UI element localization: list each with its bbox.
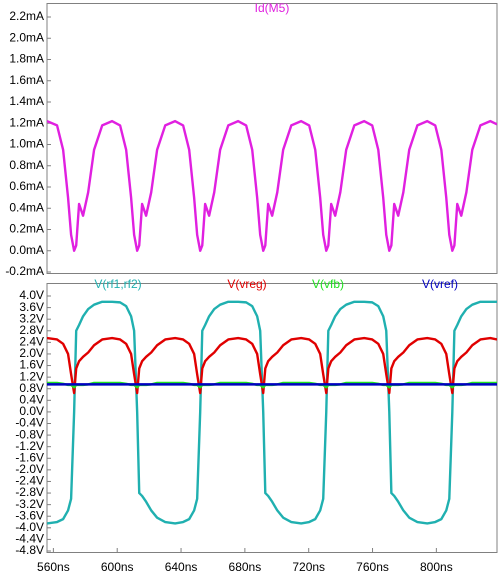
y-tick-label: -0.2mA bbox=[5, 264, 44, 278]
x-tick-label: 600ns bbox=[101, 560, 134, 574]
trace bbox=[47, 300, 497, 525]
y-tick-label: -4.0V bbox=[15, 520, 44, 534]
plot-traces bbox=[47, 119, 497, 252]
y-tick-label: -1.6V bbox=[15, 450, 44, 464]
y-tick-label: 2.0V bbox=[19, 346, 44, 360]
plot-traces bbox=[47, 300, 497, 525]
legend-entry: V(vreg) bbox=[227, 277, 266, 291]
legend-entry: Id(M5) bbox=[255, 1, 290, 15]
legend-entry: V(vref) bbox=[422, 277, 458, 291]
y-tick-label: 0.8V bbox=[19, 381, 44, 395]
y-tick-label: -3.6V bbox=[15, 508, 44, 522]
y-tick-label: 0.0V bbox=[19, 404, 44, 418]
legend-entry: V(rf1,rf2) bbox=[94, 277, 141, 291]
y-tick-label: 1.4mA bbox=[9, 94, 44, 108]
x-tick-label: 760ns bbox=[356, 560, 389, 574]
y-tick-label: 3.6V bbox=[19, 300, 44, 314]
x-tick-label: 560ns bbox=[37, 560, 70, 574]
y-tick-label: 2.8V bbox=[19, 323, 44, 337]
y-tick-label: 0.4V bbox=[19, 392, 44, 406]
y-tick-label: 2.2mA bbox=[9, 9, 44, 23]
y-tick-label: -0.4V bbox=[15, 416, 44, 430]
y-tick-label: 1.2mA bbox=[9, 115, 44, 129]
legend-entry: V(vfb) bbox=[312, 277, 344, 291]
y-tick-label: 1.6mA bbox=[9, 73, 44, 87]
y-tick-label: -4.8V bbox=[15, 543, 44, 557]
trace bbox=[47, 119, 497, 252]
y-tick-label: -1.2V bbox=[15, 439, 44, 453]
y-tick-label: 2.0mA bbox=[9, 30, 44, 44]
y-tick-label: -0.8V bbox=[15, 427, 44, 441]
y-tick-label: 0.2mA bbox=[9, 222, 44, 236]
x-tick-label: 800ns bbox=[420, 560, 453, 574]
y-tick-label: 4.0V bbox=[19, 288, 44, 302]
y-tick-label: -3.2V bbox=[15, 497, 44, 511]
y-tick-label: 0.6mA bbox=[9, 179, 44, 193]
y-tick-label: -2.0V bbox=[15, 462, 44, 476]
y-tick-label: -2.8V bbox=[15, 485, 44, 499]
y-tick-label: 0.0mA bbox=[9, 243, 44, 257]
y-tick-label: -2.4V bbox=[15, 474, 44, 488]
trace bbox=[47, 336, 497, 395]
y-tick-label: 3.2V bbox=[19, 311, 44, 325]
x-tick-label: 680ns bbox=[229, 560, 262, 574]
plot-frame bbox=[46, 283, 498, 553]
y-tick-label: -4.4V bbox=[15, 532, 44, 546]
x-tick-label: 640ns bbox=[165, 560, 198, 574]
y-tick-label: 1.2V bbox=[19, 369, 44, 383]
y-tick-label: 1.0mA bbox=[9, 137, 44, 151]
y-tick-label: 0.8mA bbox=[9, 158, 44, 172]
y-tick-label: 1.6V bbox=[19, 358, 44, 372]
y-tick-label: 1.8mA bbox=[9, 52, 44, 66]
y-tick-label: 0.4mA bbox=[9, 200, 44, 214]
x-tick-label: 720ns bbox=[292, 560, 325, 574]
y-tick-label: 2.4V bbox=[19, 335, 44, 349]
plot-frame bbox=[46, 3, 498, 274]
